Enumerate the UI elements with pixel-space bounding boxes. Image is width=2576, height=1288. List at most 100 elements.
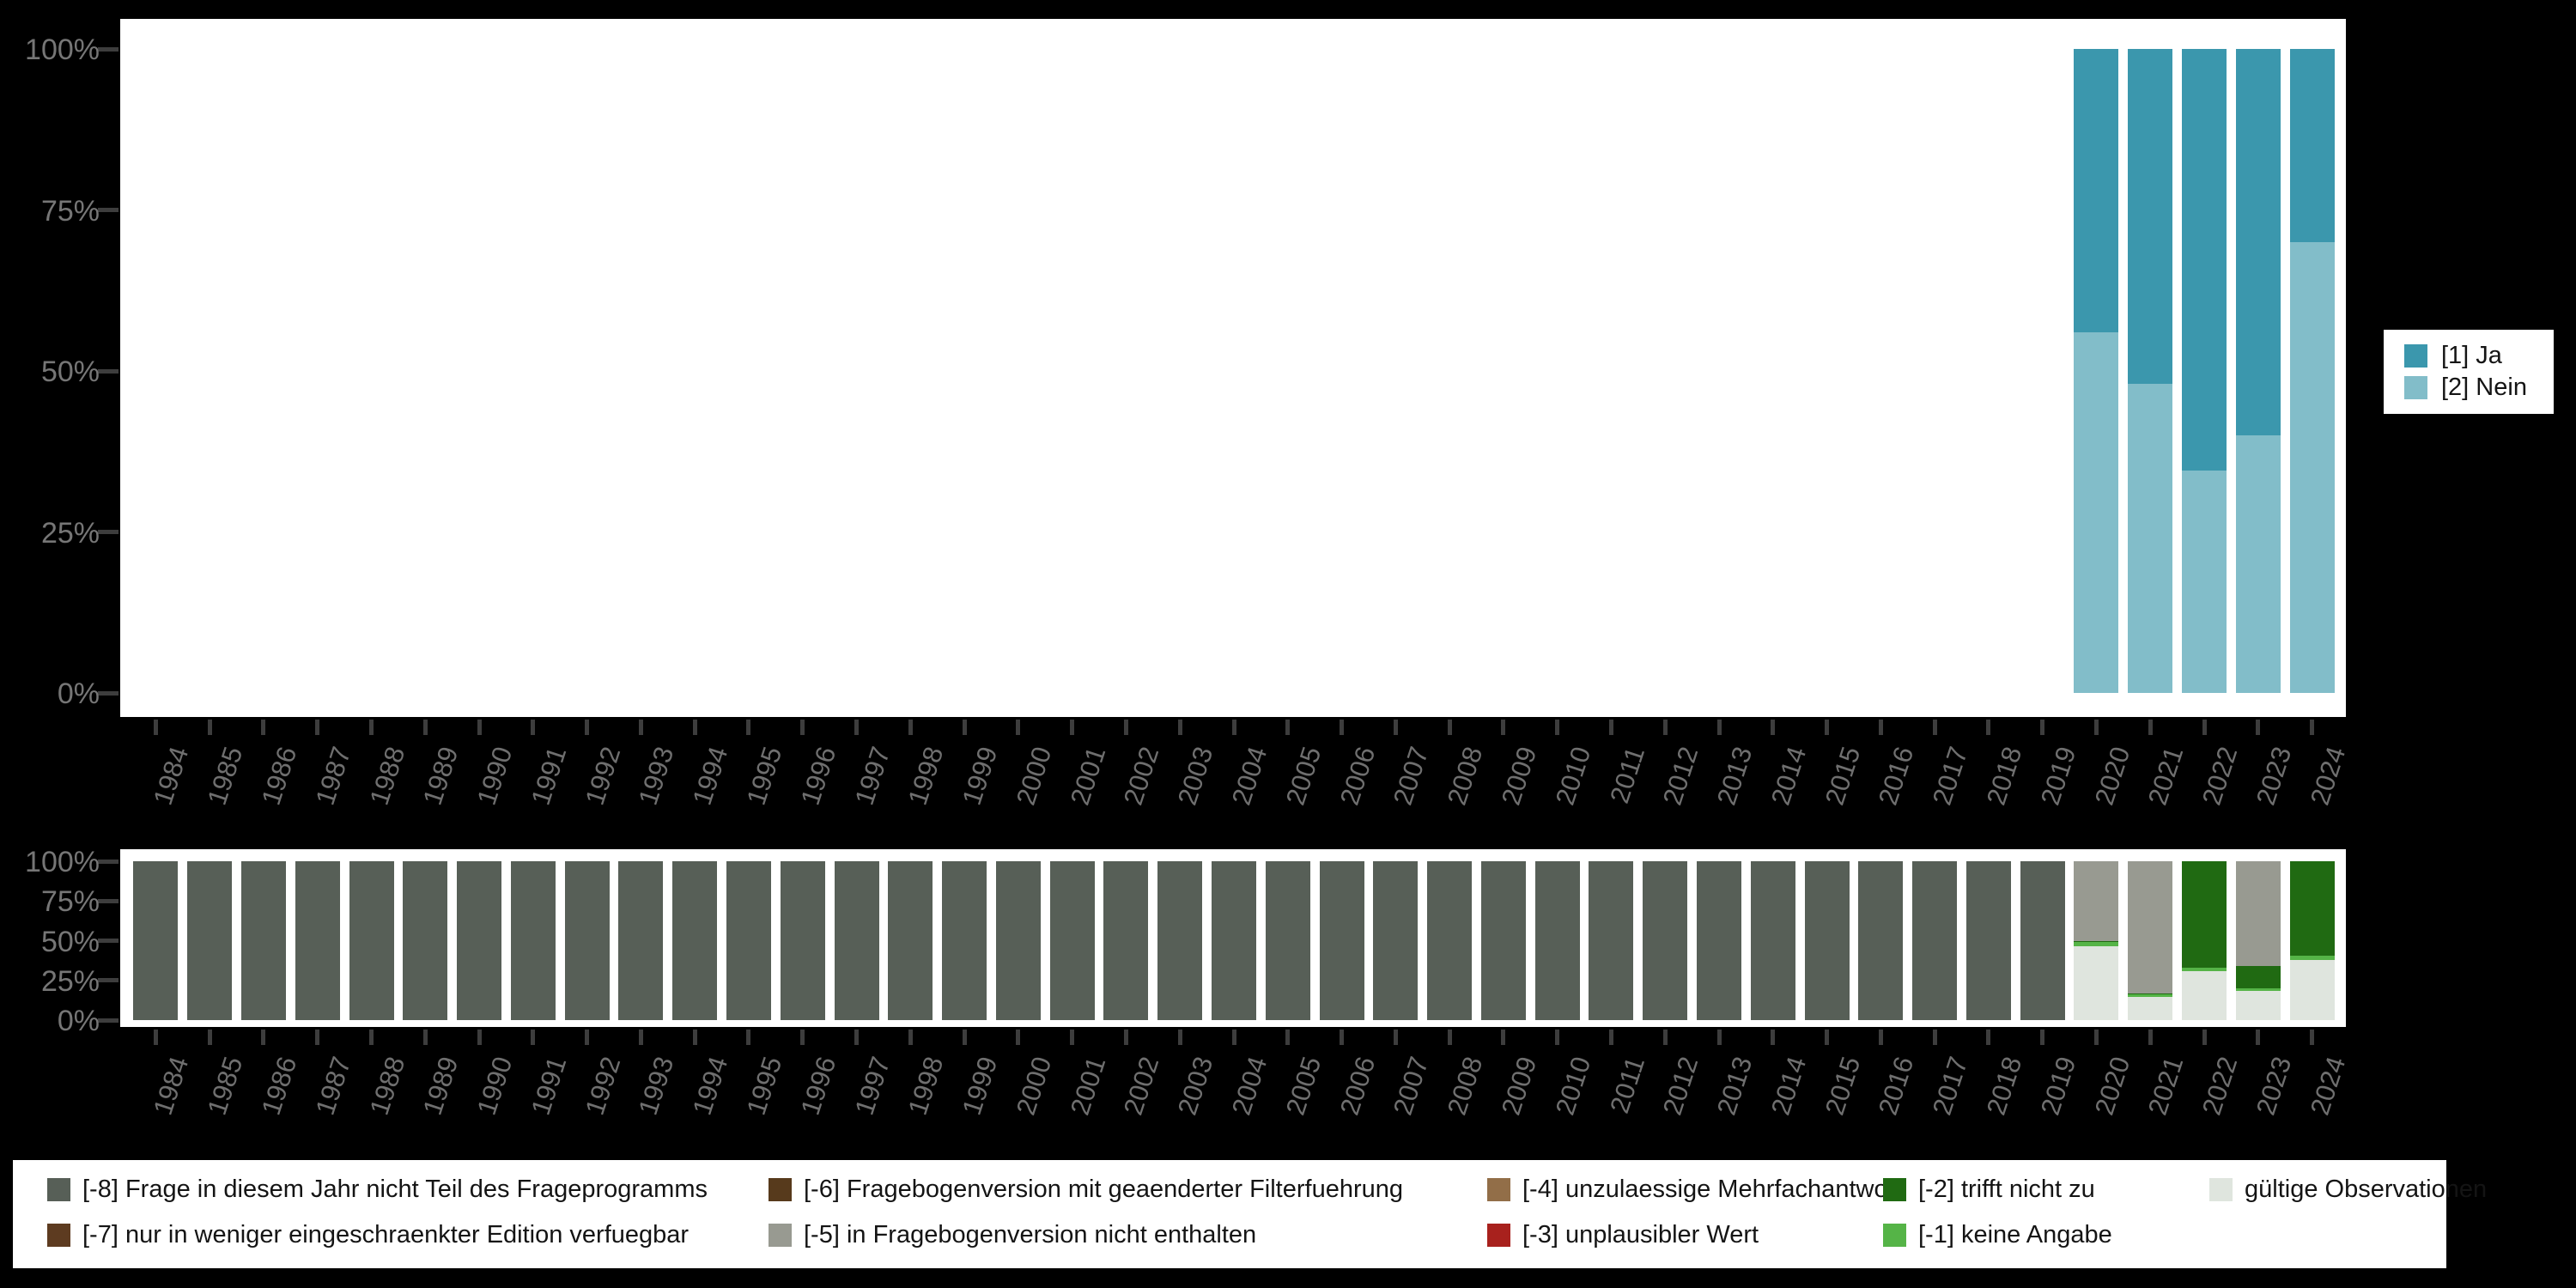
bar-1991: [511, 49, 556, 693]
bar-2011: [1589, 861, 1634, 1020]
bar-1987: [295, 861, 340, 1020]
bar-2001: [1050, 49, 1095, 693]
x-axis-tick: [2093, 1030, 2099, 1045]
bar-2006: [1320, 49, 1364, 693]
bar-segment: [2128, 861, 2173, 993]
y-axis-tick: [98, 978, 118, 983]
x-axis-tick: [315, 1030, 320, 1045]
x-axis-label: 2021: [2142, 1053, 2190, 1119]
bar-1988: [349, 861, 394, 1020]
x-axis-label: 1984: [148, 743, 195, 809]
x-axis-tick: [1878, 720, 1883, 735]
legend-label: [-7] nur in weniger eingeschraenkter Edi…: [82, 1221, 690, 1249]
x-axis-label: 1989: [417, 743, 465, 809]
x-axis-label: 1987: [309, 1053, 357, 1119]
bar-segment: [1750, 861, 1795, 1020]
bar-2010: [1534, 861, 1580, 1020]
x-axis-tick: [1555, 1030, 1560, 1045]
bar-segment: [403, 861, 448, 1020]
x-axis-tick: [1285, 720, 1291, 735]
x-axis-label: 2010: [1549, 1053, 1597, 1119]
x-axis-tick: [261, 720, 266, 735]
legend-swatch: [47, 1178, 70, 1201]
bar-1993: [618, 861, 664, 1020]
x-axis-tick: [1070, 1030, 1075, 1045]
x-axis-tick: [908, 1030, 913, 1045]
x-axis-tick: [531, 1030, 536, 1045]
x-axis-label: 2021: [2142, 743, 2190, 809]
x-axis-tick: [1070, 720, 1075, 735]
bar-2005: [1266, 49, 1310, 693]
bar-1987: [295, 49, 340, 693]
x-axis-tick: [422, 720, 428, 735]
x-axis-label: 1993: [633, 743, 680, 809]
legend-item: gültige Observationen: [2209, 1177, 2487, 1202]
x-axis-tick: [2093, 720, 2099, 735]
x-axis-tick: [1177, 720, 1182, 735]
x-axis-label: 1984: [148, 1053, 195, 1119]
legend-swatch: [2209, 1178, 2233, 1201]
x-axis-tick: [908, 720, 913, 735]
x-axis-label: 2007: [1388, 1053, 1435, 1119]
bar-segment: [2235, 861, 2281, 967]
legend-item: [-4] unzulaessige Mehrfachantwort: [1487, 1177, 1903, 1202]
x-axis-label: 2014: [1765, 1053, 1813, 1119]
y-axis-label: 0%: [57, 677, 100, 710]
bar-segment: [2128, 994, 2173, 998]
x-axis-tick: [477, 720, 482, 735]
bar-segment: [2235, 990, 2281, 1020]
bar-1998: [888, 49, 933, 693]
bar-2004: [1212, 49, 1256, 693]
legend-label: [-8] Frage in diesem Jahr nicht Teil des…: [82, 1176, 708, 1203]
x-axis-label: 2019: [2034, 743, 2082, 809]
y-axis-tick: [98, 530, 118, 534]
bar-2004: [1212, 861, 1256, 1020]
bar-segment: [2289, 956, 2335, 960]
x-axis-label: 2000: [1010, 1053, 1058, 1119]
x-axis-label: 2000: [1010, 743, 1058, 809]
x-axis-tick: [800, 1030, 805, 1045]
bar-1993: [618, 49, 663, 693]
bar-segment: [2235, 49, 2281, 435]
bar-segment: [2182, 970, 2227, 1020]
bar-2017: [1912, 49, 1957, 693]
x-axis-label: 1993: [633, 1053, 680, 1119]
x-axis-label: 2005: [1279, 1053, 1327, 1119]
legend-label: [-2] trifft nicht zu: [1918, 1176, 2095, 1203]
x-axis-label: 2001: [1064, 743, 1112, 809]
x-axis-tick: [1340, 720, 1345, 735]
bar-segment: [2020, 861, 2065, 1020]
bar-1989: [403, 49, 447, 693]
y-axis-label: 0%: [57, 1005, 100, 1037]
bar-1988: [349, 49, 394, 693]
x-axis-tick: [1716, 720, 1722, 735]
y-axis-label: 50%: [40, 925, 100, 958]
bar-segment: [2235, 966, 2281, 988]
bar-segment: [1804, 861, 1850, 1020]
x-axis-label: 1992: [579, 743, 627, 809]
x-axis-label: 2009: [1495, 1053, 1543, 1119]
bar-1990: [457, 861, 502, 1020]
bar-2018: [1965, 861, 2011, 1020]
x-axis-label: 1986: [255, 1053, 303, 1119]
bar-1998: [888, 861, 933, 1020]
bar-2012: [1643, 49, 1687, 693]
bar-1994: [672, 861, 718, 1020]
bar-2022: [2182, 861, 2227, 1020]
x-axis-label: 2024: [2304, 1053, 2352, 1119]
bar-segment: [2128, 993, 2173, 995]
bar-segment: [1912, 861, 1958, 1020]
x-axis-label: 1994: [686, 1053, 734, 1119]
legend-label: [-6] Fragebogenversion mit geaenderter F…: [804, 1176, 1403, 1203]
bar-segment: [2128, 384, 2173, 693]
bar-2019: [2020, 861, 2065, 1020]
x-axis-label: 1999: [956, 1053, 1004, 1119]
y-axis-label: 25%: [40, 964, 100, 998]
bar-segment: [1049, 861, 1095, 1020]
x-axis-tick: [153, 1030, 158, 1045]
bar-2020: [2074, 861, 2119, 1020]
y-axis-label: 100%: [25, 846, 100, 878]
bar-segment: [726, 861, 771, 1020]
bar-2017: [1912, 861, 1958, 1020]
